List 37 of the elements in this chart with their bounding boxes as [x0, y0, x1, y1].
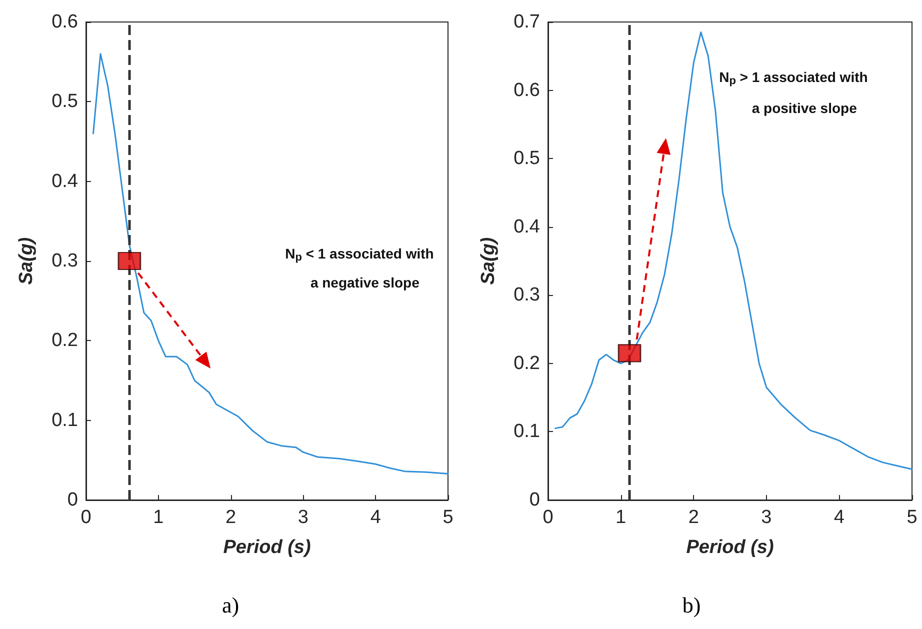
y-tick-label: 0.3	[514, 284, 540, 306]
y-axis-title: Sa(g)	[478, 237, 499, 285]
y-tick-label: 0.1	[52, 410, 78, 431]
x-tick-label: 4	[834, 507, 845, 528]
x-tick-label: 0	[542, 507, 554, 528]
y-tick-label: 0.4	[514, 216, 540, 238]
y-tick-label: 0.3	[52, 250, 78, 272]
x-tick-label: 2	[226, 507, 236, 528]
x-tick-label: 5	[906, 507, 918, 528]
y-axis-title: Sa(g)	[16, 237, 37, 285]
annotation: a negative slope	[310, 274, 420, 290]
x-tick-label: 1	[616, 507, 626, 528]
line-series	[92, 53, 449, 474]
text: b)	[682, 592, 701, 618]
x-tick-label: 3	[761, 507, 772, 528]
y-tick-label: 0.6	[514, 80, 540, 101]
x-tick-label: 5	[442, 507, 454, 528]
x-tick-label: 2	[688, 507, 699, 528]
y-tick-label: 0.5	[52, 91, 78, 112]
y-tick-label: 0.2	[514, 352, 540, 374]
x-tick-label: 1	[153, 507, 164, 528]
annotation: a positive slope	[752, 100, 858, 116]
x-tick-label: 3	[298, 507, 308, 528]
y-tick-label: 0.1	[514, 421, 540, 442]
x-tick-label: 4	[370, 507, 382, 528]
x-axis-title: Period (s)	[686, 537, 774, 558]
y-tick-label: 0	[67, 490, 78, 510]
y-tick-label: 0.2	[52, 330, 78, 352]
line-series	[554, 31, 913, 470]
x-axis-title: Period (s)	[223, 537, 311, 558]
y-tick-label: 0	[529, 490, 540, 510]
y-tick-label: 0.6	[52, 12, 78, 32]
y-tick-label: 0.7	[514, 12, 540, 32]
y-tick-label: 0.4	[52, 170, 78, 192]
y-tick-label: 0.5	[514, 148, 540, 170]
text: a)	[222, 592, 240, 618]
x-tick-label: 0	[80, 507, 92, 528]
